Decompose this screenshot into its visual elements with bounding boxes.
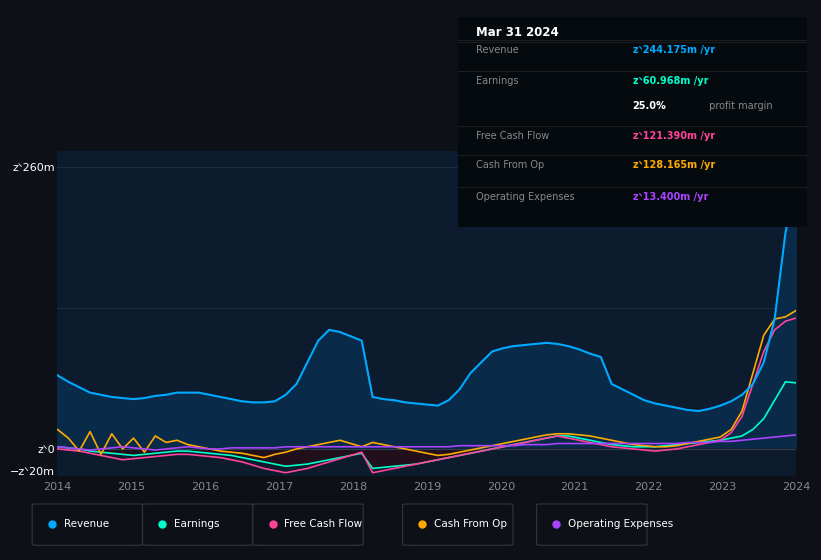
Text: Cash From Op: Cash From Op <box>475 160 544 170</box>
Text: Cash From Op: Cash From Op <box>434 519 507 529</box>
Text: 25.0%: 25.0% <box>633 101 667 111</box>
Text: Free Cash Flow: Free Cash Flow <box>475 130 548 141</box>
Text: Earnings: Earnings <box>475 76 518 86</box>
Text: Operating Expenses: Operating Expenses <box>475 192 574 202</box>
Text: zᐠ121.390m /yr: zᐠ121.390m /yr <box>633 130 715 141</box>
Text: Earnings: Earnings <box>174 519 219 529</box>
Text: Free Cash Flow: Free Cash Flow <box>284 519 363 529</box>
FancyBboxPatch shape <box>32 504 143 545</box>
FancyBboxPatch shape <box>537 504 647 545</box>
Text: Revenue: Revenue <box>475 45 518 55</box>
Text: Operating Expenses: Operating Expenses <box>568 519 673 529</box>
Text: zᐠ13.400m /yr: zᐠ13.400m /yr <box>633 192 708 202</box>
Text: Revenue: Revenue <box>64 519 109 529</box>
Text: zᐠ244.175m /yr: zᐠ244.175m /yr <box>633 45 715 55</box>
Text: Mar 31 2024: Mar 31 2024 <box>475 26 558 39</box>
FancyBboxPatch shape <box>253 504 363 545</box>
FancyBboxPatch shape <box>143 504 253 545</box>
Text: zᐠ60.968m /yr: zᐠ60.968m /yr <box>633 76 708 86</box>
Text: zᐠ128.165m /yr: zᐠ128.165m /yr <box>633 160 715 170</box>
FancyBboxPatch shape <box>402 504 513 545</box>
Text: profit margin: profit margin <box>706 101 773 111</box>
